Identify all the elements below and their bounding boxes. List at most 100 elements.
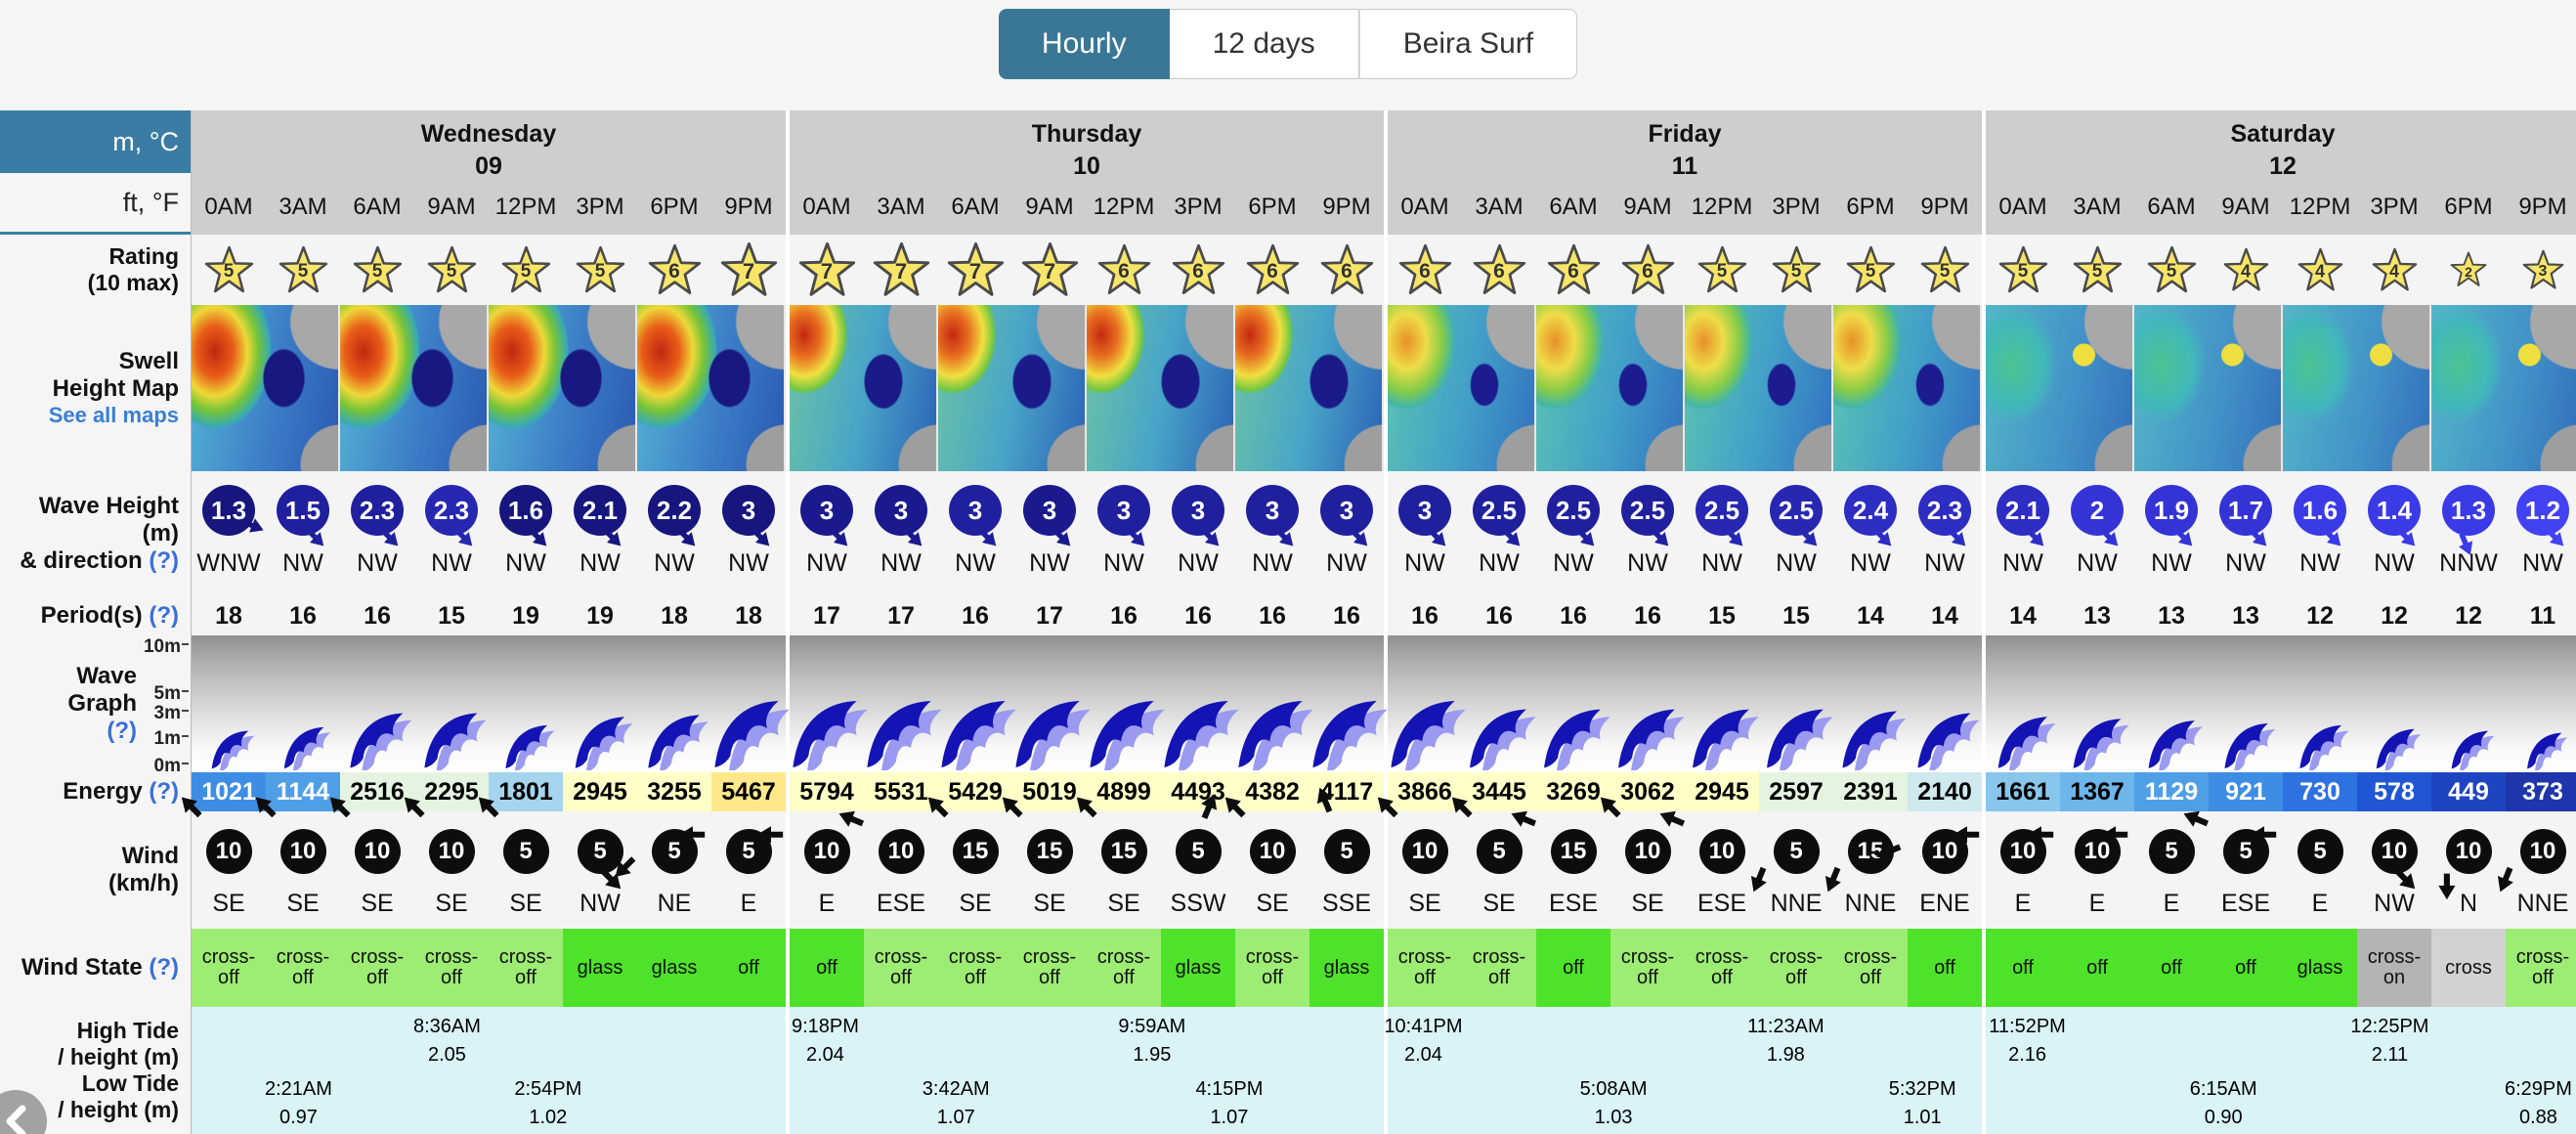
direction-arrow-icon (1798, 527, 1818, 546)
wave-graph-cell (266, 635, 340, 772)
swell-height-map-tile[interactable] (637, 305, 786, 471)
wave-height-badge: 2.4 (1844, 485, 1897, 546)
swell-height-map-tile[interactable] (938, 305, 1087, 471)
direction-arrow-icon (927, 797, 949, 818)
wave-graph-scale: 10m 5m 3m 1m 0m (138, 635, 189, 775)
time-label: 9PM (1322, 194, 1371, 220)
direction-arrow-icon (1600, 797, 1621, 818)
energy-help-link[interactable]: (?) (149, 778, 179, 805)
rating-star: 4 (2297, 247, 2343, 293)
wave-graph-cell (1685, 635, 1759, 772)
wave-height-row: 3 NW 2.5 NW 2.5 NW 2.5 NW 2.5 NW 2.5 NW 2.4 NW… (1388, 471, 1982, 596)
swell-direction-label: NW (505, 549, 546, 577)
period-help-link[interactable]: (?) (149, 602, 179, 629)
tab-12-days[interactable]: 12 days (1169, 9, 1359, 79)
wind-direction-label: E (2163, 890, 2180, 917)
swell-height-map-tile[interactable] (2134, 305, 2283, 471)
units-metric-toggle[interactable]: m, °C (0, 110, 191, 173)
wind-speed-badge: 10 (2438, 829, 2492, 900)
wave-graph-cell (864, 635, 942, 772)
chevron-left-icon (6, 1105, 26, 1134)
wind-direction-label: SSW (1170, 890, 1226, 917)
breaking-wave-icon (575, 717, 624, 768)
rating-star: 3 (2522, 249, 2564, 291)
wave-graph-cell (192, 635, 266, 772)
wave-height-badge: 3 (800, 485, 853, 546)
high-tide-entry: 11:23AM 1.98 (1747, 1016, 1825, 1066)
tab-hourly[interactable]: Hourly (998, 9, 1170, 79)
wind-direction-label: SE (509, 890, 542, 917)
swell-height-map-tile[interactable] (489, 305, 637, 471)
wind-state-help-link[interactable]: (?) (149, 954, 179, 981)
swell-height-map-tile[interactable] (1833, 305, 1982, 471)
tab-beira-surf[interactable]: Beira Surf (1358, 9, 1578, 79)
wind-speed-badge: 10 (2497, 829, 2566, 893)
period-value: 11 (2529, 601, 2556, 630)
swell-height-map-tile[interactable] (2283, 305, 2431, 471)
graph-help-link[interactable]: (?) (107, 718, 137, 744)
see-all-maps-link[interactable]: See all maps (48, 403, 179, 427)
wave-graph-cell (563, 635, 637, 772)
wind-direction-label: SE (435, 890, 468, 917)
wind-speed-badge: 5 (678, 826, 772, 874)
wind-state-cell: cross-on (2357, 929, 2431, 1007)
breaking-wave-icon (1618, 709, 1675, 768)
wind-state-cell: cross-off (340, 929, 414, 1007)
wave-help-link[interactable]: (?) (149, 547, 179, 574)
wave-height-badge: 2.2 (648, 485, 701, 546)
swell-height-map-tile[interactable] (1685, 305, 1833, 471)
direction-arrow-icon (1872, 527, 1892, 546)
swell-height-map-tile[interactable] (1087, 305, 1235, 471)
wind-speed-badge: 10 (1224, 797, 1296, 874)
wave-height-row-label: Wave Height (m) & direction (?) (20, 493, 179, 574)
wave-graph-cell (1536, 635, 1610, 772)
day-name: Thursday 10 (1031, 120, 1142, 180)
swell-direction-label: NW (728, 549, 769, 577)
wave-graph-cell (2134, 635, 2209, 772)
swell-height-map-tile[interactable] (790, 305, 938, 471)
time-label: 3AM (1475, 194, 1524, 220)
breaking-wave-icon (1842, 711, 1897, 768)
direction-arrow-icon (838, 810, 865, 827)
period-value: 13 (2158, 601, 2185, 630)
energy-value: 2945 (1685, 772, 1759, 811)
swell-height-map-tile[interactable] (340, 305, 489, 471)
swell-direction-label: NW (2225, 549, 2266, 577)
day-column-saturday: Saturday 12 0AM 3AM 6AM 9AM 12PM 3PM 6PM 9PM 5 5… (1953, 110, 2576, 1134)
wind-speed-badge: 10 (1600, 797, 1671, 874)
energy-value: 2295 (414, 772, 489, 811)
swell-height-map-tile[interactable] (1235, 305, 1384, 471)
wind-speed-badge: 15 (1511, 810, 1597, 874)
swell-direction-label: NW (2299, 549, 2340, 577)
direction-arrow-icon (1953, 826, 1980, 844)
wind-direction-label: SE (286, 890, 320, 917)
rating-row: 5 5 5 5 5 5 6 7 (192, 235, 786, 305)
direction-arrow-icon (615, 856, 636, 878)
rating-star: 5 (279, 245, 328, 295)
wind-direction-label: NW (2374, 890, 2415, 917)
energy-value: 730 (2283, 772, 2357, 811)
breaking-wave-icon (1767, 709, 1824, 768)
swell-height-map-tile[interactable] (2431, 305, 2576, 471)
wind-state-cell: cross-off (1685, 929, 1759, 1007)
direction-arrow-icon (1659, 810, 1686, 827)
swell-height-map-tile[interactable] (1536, 305, 1685, 471)
tide-row: 9:18PM 2.04 9:59AM 1.95 3:42AM 1.07 4:15PM 1.07 (790, 1007, 1384, 1134)
wind-state-row: cross-off cross-off cross-off cross-off cros… (192, 929, 786, 1007)
wind-direction-label: ESE (876, 890, 926, 917)
direction-arrow-icon (678, 826, 706, 844)
energy-row: 1021 1144 2516 2295 1801 2945 3255 5467 (192, 772, 786, 811)
direction-arrow-icon (329, 797, 351, 818)
rating-star: 6 (1473, 243, 1526, 297)
rating-star: 2 (2450, 251, 2487, 288)
secondary-wave-icon (2460, 735, 2495, 770)
swell-height-map-tile[interactable] (1986, 305, 2134, 471)
wind-direction-label: ESE (1548, 890, 1599, 917)
direction-arrow-icon (903, 527, 923, 546)
swell-height-map-tile[interactable] (192, 305, 340, 471)
units-imperial-toggle[interactable]: ft, °F (0, 173, 191, 235)
swell-direction-label: NW (282, 549, 323, 577)
wave-graph-cell (1908, 635, 1982, 772)
swell-height-map-tile[interactable] (1388, 305, 1536, 471)
time-label: 9AM (427, 194, 476, 220)
